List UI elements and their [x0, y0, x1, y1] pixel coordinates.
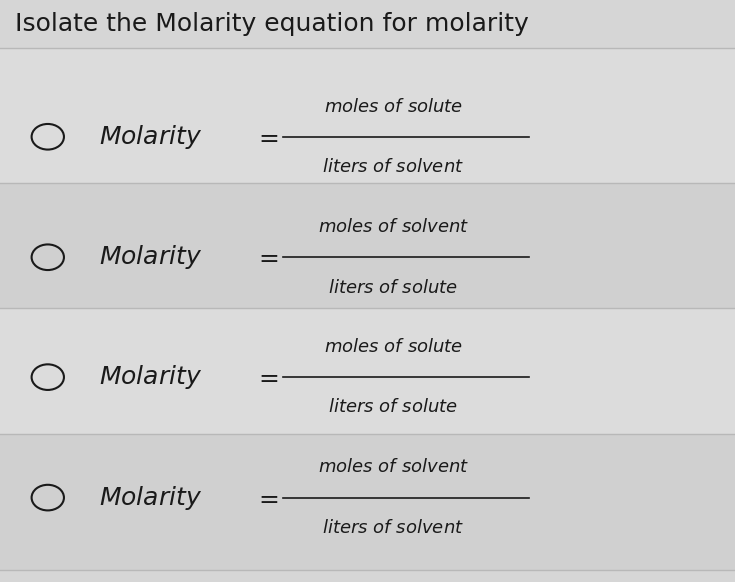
Text: $\mathit{moles\ of\ solute}$: $\mathit{moles\ of\ solute}$ [323, 98, 463, 115]
Text: Isolate the Molarity equation for molarity: Isolate the Molarity equation for molari… [15, 12, 528, 36]
Text: $=$: $=$ [254, 125, 279, 149]
Text: $\mathit{moles\ of\ solvent}$: $\mathit{moles\ of\ solvent}$ [318, 459, 469, 476]
FancyBboxPatch shape [0, 48, 735, 183]
Text: $\mathit{liters\ of\ solute}$: $\mathit{liters\ of\ solute}$ [329, 399, 458, 416]
Text: $\mathit{Molarity}$: $\mathit{Molarity}$ [99, 243, 202, 271]
Text: $\mathit{Molarity}$: $\mathit{Molarity}$ [99, 484, 202, 512]
FancyBboxPatch shape [0, 183, 735, 308]
FancyBboxPatch shape [0, 0, 735, 48]
Text: $\mathit{liters\ of\ solvent}$: $\mathit{liters\ of\ solvent}$ [322, 158, 465, 176]
Text: $\mathit{liters\ of\ solvent}$: $\mathit{liters\ of\ solvent}$ [322, 519, 465, 537]
Text: $=$: $=$ [254, 365, 279, 389]
Text: $\mathit{Molarity}$: $\mathit{Molarity}$ [99, 363, 202, 391]
FancyBboxPatch shape [0, 434, 735, 570]
Text: $=$: $=$ [254, 245, 279, 269]
Text: $\mathit{moles\ of\ solute}$: $\mathit{moles\ of\ solute}$ [323, 338, 463, 356]
Text: $\mathit{moles\ of\ solvent}$: $\mathit{moles\ of\ solvent}$ [318, 218, 469, 236]
Text: $\mathit{Molarity}$: $\mathit{Molarity}$ [99, 123, 202, 151]
Text: $=$: $=$ [254, 485, 279, 510]
Text: $\mathit{liters\ of\ solute}$: $\mathit{liters\ of\ solute}$ [329, 279, 458, 296]
FancyBboxPatch shape [0, 308, 735, 434]
